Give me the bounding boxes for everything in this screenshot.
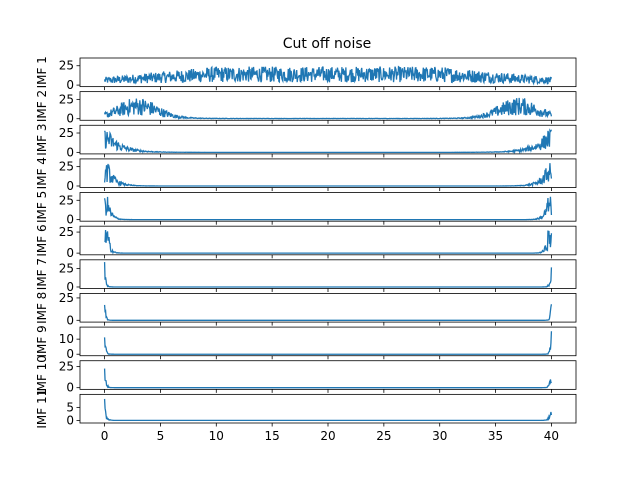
panel-imf-5: 0 25 IMF 5 [35,191,577,227]
panel-imf-1: 0 25 IMF 1 [35,56,577,92]
y-axis-label: IMF 7 [35,258,49,290]
y-tick-label: 5 [66,400,74,414]
panel-imf-6: 0 25 IMF 6 [35,224,577,260]
panel-imf-3: 0 25 IMF 3 [35,123,577,159]
y-tick-label: 0 [66,179,74,193]
imf-9-series-line [103,331,553,355]
panel-imf-8: 0 25 IMF 8 [35,291,577,327]
y-axis-label: IMF 5 [35,191,49,223]
panel-imf-7: 0 25 IMF 7 [35,258,577,294]
y-tick-label: 0 [66,347,74,361]
panel-imf-11: 05 IMF 11 [35,389,577,429]
panel-frame [79,192,577,222]
y-tick-label: 0 [66,112,74,126]
y-tick-label: 25 [59,59,74,73]
x-tick-label: 35 [488,429,503,443]
imf-2-series-line [103,97,553,121]
panel-frame [79,326,577,357]
imf-10-series-line [103,368,552,389]
panel-imf-4: 0 25 IMF 4 [35,157,577,193]
y-tick-label: 25 [59,262,74,276]
y-tick-label: 10 [59,332,74,346]
y-tick-label: 0 [66,313,74,327]
y-tick-label: 25 [59,291,74,305]
y-axis-label: IMF 9 [35,325,49,357]
x-tick-label: 25 [376,429,391,443]
panel-frame [79,293,577,323]
imf-3-series-line [103,128,553,154]
y-axis-label: IMF 3 [35,123,49,155]
y-axis-label: IMF 2 [35,90,49,122]
y-axis-label: IMF 10 [35,355,49,395]
x-axis: 0 5 10 15 20 25 30 35 40 [101,429,559,443]
y-tick-label: 0 [66,213,74,227]
y-axis-label: IMF 8 [35,292,49,324]
panel-imf-10: 0 25 IMF 10 [35,355,577,395]
y-tick-label: 25 [59,92,74,106]
x-tick-label: 15 [265,429,280,443]
x-tick-label: 40 [544,429,559,443]
y-tick-label: 25 [59,126,74,140]
panel-frame [79,259,577,289]
y-tick-label: 0 [66,78,74,92]
x-tick-label: 10 [209,429,224,443]
x-tick-label: 30 [432,429,447,443]
y-axis-label: IMF 6 [35,224,49,256]
imf-6-series-line [104,229,553,255]
y-tick-label: 0 [66,145,74,159]
y-axis-label: IMF 11 [35,389,49,429]
y-tick-label: 25 [59,360,74,374]
panel-frame [79,158,577,188]
imf-1-series-line [103,65,553,86]
chart-title: Cut off noise [283,36,371,52]
y-tick-label: 0 [66,413,74,427]
panel-frame [79,393,577,424]
panel-imf-9: 010 IMF 9 [35,325,577,361]
y-axis-label: IMF 4 [35,157,49,189]
y-axis-label: IMF 1 [35,56,49,88]
imf-5-series-line [103,196,553,221]
panel-frame [79,360,577,390]
y-tick-label: 25 [59,225,74,239]
imf-8-series-line [103,304,553,321]
imf-7-series-line [103,262,553,288]
x-tick-label: 20 [320,429,335,443]
y-tick-label: 0 [66,280,74,294]
imf-11-series-line [103,398,553,422]
panel-frame [79,124,577,155]
y-tick-label: 0 [66,381,74,395]
imf-4-series-line [103,163,553,188]
y-tick-label: 0 [66,246,74,260]
x-tick-label: 0 [101,429,109,443]
y-tick-label: 25 [59,160,74,174]
panel-imf-2: 0 25 IMF 2 [35,90,577,126]
panel-frame [79,91,577,121]
x-tick-label: 5 [157,429,165,443]
y-tick-label: 25 [59,193,74,207]
panel-frame [79,225,577,256]
